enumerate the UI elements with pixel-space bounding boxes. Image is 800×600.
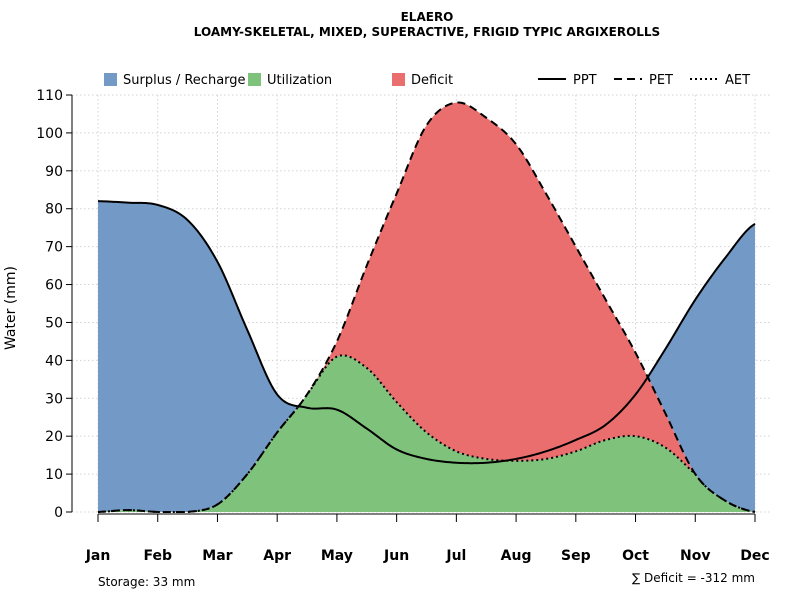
y-tick-label: 90 [45, 164, 63, 180]
y-tick-label: 0 [54, 505, 63, 521]
y-tick-label: 30 [45, 391, 63, 407]
y-axis-label: Water (mm) [3, 266, 19, 350]
legend-label: Utilization [267, 73, 332, 88]
legend-swatch [248, 73, 261, 86]
x-tick-label: Feb [143, 548, 172, 564]
y-tick-label: 70 [45, 240, 63, 256]
chart-subtitle: LOAMY-SKELETAL, MIXED, SUPERACTIVE, FRIG… [194, 25, 660, 39]
x-tick-label: Aug [501, 548, 532, 564]
y-tick-label: 80 [45, 202, 63, 218]
x-tick-label: Dec [740, 548, 769, 564]
y-tick-label: 110 [36, 88, 63, 104]
x-tick-label: Apr [263, 548, 291, 564]
y-tick-label: 20 [45, 429, 63, 445]
y-tick-label: 100 [36, 126, 63, 142]
x-tick-label: Sep [561, 548, 591, 564]
legend-label: PET [649, 73, 673, 88]
x-tick-label: Mar [202, 548, 232, 564]
y-tick-label: 60 [45, 278, 63, 294]
storage-note: Storage: 33 mm [98, 575, 195, 589]
x-tick-label: Nov [680, 548, 710, 564]
x-tick-label: Jun [383, 548, 409, 564]
y-tick-label: 40 [45, 353, 63, 369]
legend-swatch [392, 73, 405, 86]
ppt-line [97, 200, 756, 465]
chart-title: ELAERO [401, 10, 454, 24]
x-tick-label: Jan [85, 548, 111, 564]
legend-label: Surplus / Recharge [123, 73, 246, 88]
x-tick-label: May [321, 548, 353, 564]
x-tick-label: Jul [445, 548, 466, 564]
legend-swatch [104, 73, 117, 86]
surplus-area [98, 102, 755, 512]
area-fills [98, 102, 755, 512]
series-lines [97, 101, 756, 513]
pet-line [97, 101, 756, 513]
y-tick-label: 50 [45, 315, 63, 331]
x-tick-label: Oct [622, 548, 649, 564]
legend-label: Deficit [411, 73, 453, 88]
deficit-area [98, 102, 755, 512]
utilization-area [98, 355, 755, 512]
legend-label: AET [725, 73, 750, 88]
y-tick-label: 10 [45, 467, 63, 483]
legend: Surplus / Recharge Utilization Deficit PPT P… [104, 73, 750, 88]
axes: 0 10 20 30 40 50 60 70 80 90 100 110 Jan Feb Mar Apr May… [36, 88, 769, 564]
legend-label: PPT [573, 73, 597, 88]
deficit-sum-note: ∑ Deficit = -312 mm [632, 571, 755, 585]
